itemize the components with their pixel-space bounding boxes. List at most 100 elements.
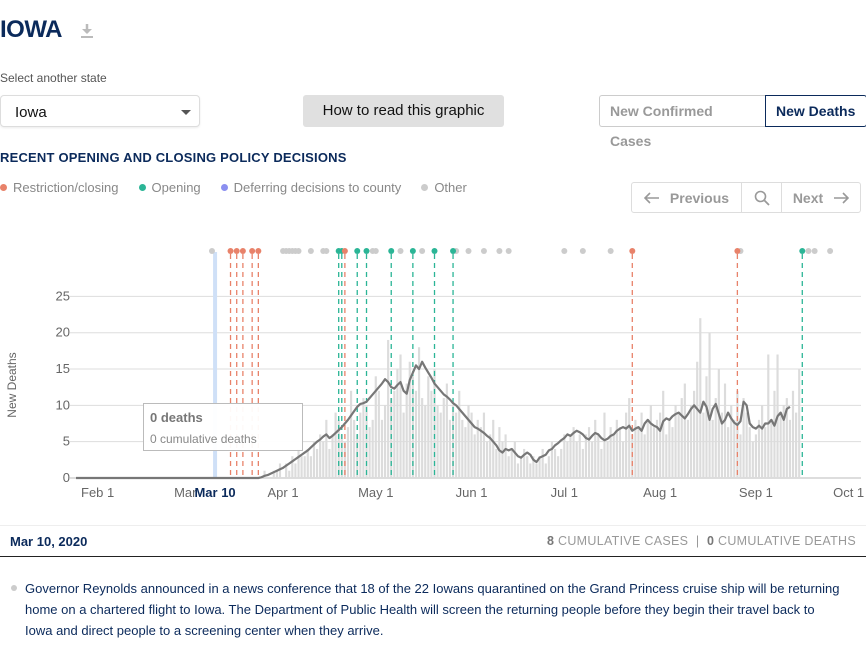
daily-bar: [723, 383, 727, 478]
daily-bar: [603, 412, 606, 478]
daily-bar: [458, 390, 461, 478]
chart-tooltip: 0 deaths 0 cumulative deaths: [143, 403, 303, 451]
policy-dot-restriction: [227, 248, 234, 254]
daily-bar: [513, 441, 516, 478]
daily-bar: [618, 427, 622, 478]
daily-bar: [785, 398, 788, 478]
daily-bar: [652, 427, 656, 478]
download-icon[interactable]: [78, 22, 96, 40]
daily-bar: [393, 390, 396, 478]
policy-dot-other: [295, 248, 302, 254]
daily-bar: [526, 456, 529, 478]
daily-bar: [600, 448, 603, 478]
daily-bar: [677, 412, 680, 478]
daily-bar: [544, 463, 547, 478]
daily-bar: [705, 376, 708, 478]
daily-bar: [399, 354, 402, 478]
y-tick-label: 25: [56, 288, 70, 303]
legend-label: Opening: [151, 180, 201, 195]
daily-bar: [659, 412, 662, 478]
daily-bar: [560, 448, 563, 478]
daily-bar: [405, 383, 408, 478]
next-button[interactable]: Next: [782, 183, 860, 212]
daily-bar: [507, 456, 510, 478]
tab-new-confirmed-cases[interactable]: New Confirmed Cases: [599, 95, 765, 149]
daily-bar: [402, 412, 405, 478]
policy-note: Governor Reynolds announced in a news co…: [25, 581, 840, 638]
daily-bar: [594, 419, 597, 478]
x-highlight-label: Mar 10: [194, 485, 235, 500]
daily-bar: [312, 441, 316, 478]
daily-bar: [300, 456, 303, 478]
daily-bar: [485, 441, 489, 478]
daily-bar: [297, 448, 300, 478]
daily-bar: [788, 419, 791, 478]
daily-bar: [628, 398, 631, 478]
daily-bar: [563, 434, 566, 478]
policy-dot-restriction: [734, 248, 741, 254]
daily-bar: [489, 434, 492, 478]
daily-bar: [717, 369, 720, 478]
legend-item-restriction: Restriction/closing: [0, 180, 119, 195]
daily-bar: [584, 434, 588, 478]
cumulative-cases-count: 8: [546, 534, 555, 548]
daily-bar: [798, 369, 801, 478]
daily-bar: [581, 448, 584, 478]
previous-button[interactable]: Previous: [632, 183, 742, 212]
daily-bar: [365, 405, 368, 478]
how-to-read-button[interactable]: How to read this graphic: [303, 95, 504, 127]
tooltip-title: 0 deaths: [150, 410, 203, 425]
policy-dot-other: [397, 248, 404, 254]
policy-dot-restriction: [249, 248, 256, 254]
daily-bar: [492, 419, 495, 478]
daily-bar: [671, 427, 674, 478]
daily-bar: [519, 456, 523, 478]
policy-dot-restriction: [629, 248, 636, 254]
daily-bar: [708, 332, 711, 478]
daily-bar: [779, 412, 782, 478]
policy-dot-other: [307, 248, 314, 254]
daily-bar: [615, 419, 618, 478]
policy-dot-other: [811, 248, 818, 254]
daily-bar: [439, 412, 442, 478]
daily-bar: [359, 412, 362, 478]
daily-bar: [380, 419, 384, 478]
daily-bar: [315, 448, 319, 478]
y-tick-label: 5: [63, 434, 70, 449]
daily-bar: [470, 412, 473, 478]
policy-dot-other: [561, 248, 568, 254]
policy-nav: Previous Next: [631, 182, 861, 213]
daily-bar: [331, 434, 334, 478]
search-icon: [754, 190, 770, 206]
daily-bar: [621, 441, 625, 478]
daily-bar: [464, 427, 467, 478]
daily-bar: [523, 448, 526, 478]
legend-dot: [220, 184, 228, 191]
policy-dot-other: [579, 248, 586, 254]
legend-label: Restriction/closing: [13, 180, 119, 195]
policy-dot-opening: [388, 248, 395, 254]
daily-bar: [770, 419, 773, 478]
daily-bar: [733, 419, 736, 478]
daily-bar: [665, 434, 668, 478]
daily-bar: [288, 470, 291, 478]
daily-bar: [683, 383, 686, 478]
daily-bar: [325, 419, 328, 478]
daily-bar: [408, 361, 411, 478]
daily-bar: [597, 434, 600, 478]
policy-dot-other: [827, 248, 834, 254]
daily-bar: [349, 390, 353, 478]
search-button[interactable]: [742, 183, 782, 212]
y-tick-label: 0: [63, 470, 70, 485]
daily-bar: [263, 470, 266, 478]
daily-bar: [637, 427, 640, 478]
state-select[interactable]: Iowa: [0, 95, 200, 127]
tab-new-deaths[interactable]: New Deaths: [765, 95, 866, 127]
daily-bar: [689, 405, 693, 478]
daily-bar: [495, 448, 498, 478]
daily-bar: [547, 456, 550, 478]
arrow-right-icon: [834, 191, 850, 204]
legend-item-deferring: Deferring decisions to county: [220, 180, 401, 195]
x-tick-label: Sep 1: [739, 485, 773, 500]
daily-bar: [745, 412, 748, 478]
